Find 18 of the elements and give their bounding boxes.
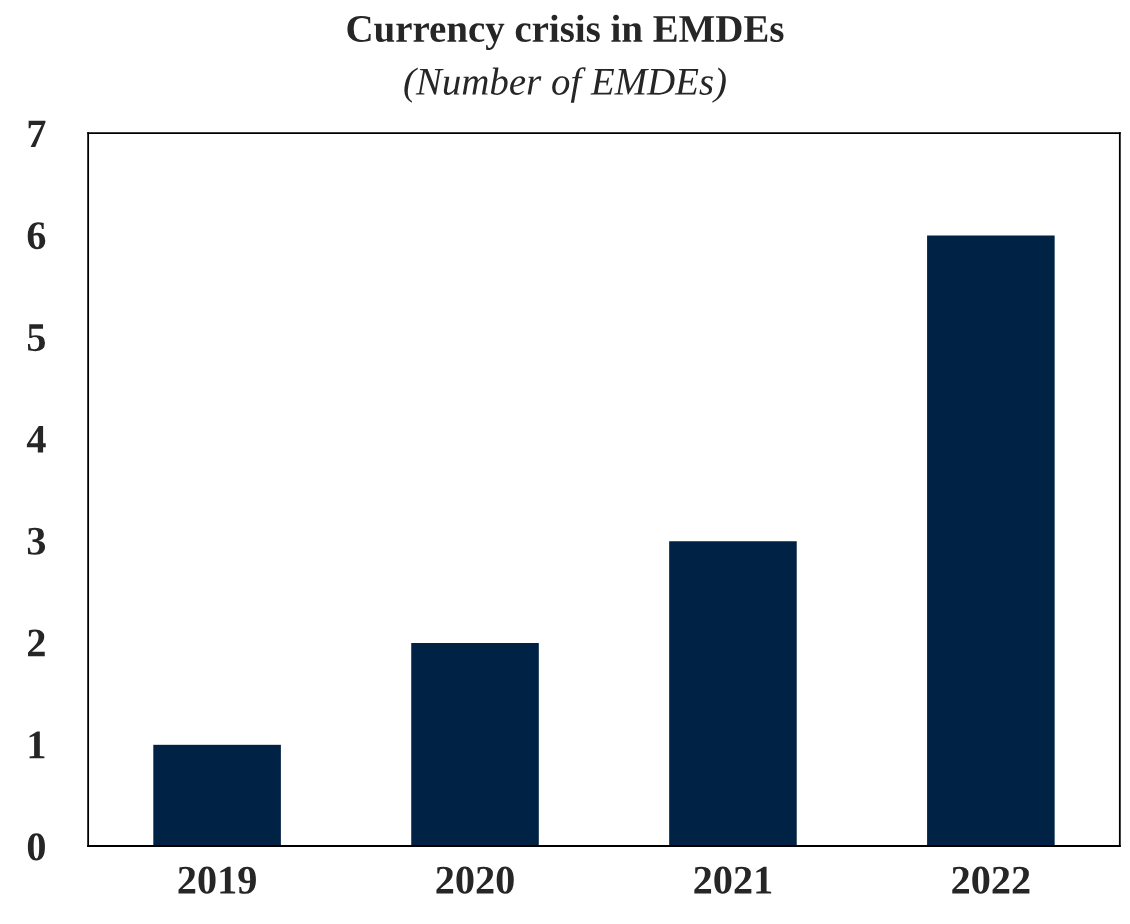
x-tick-label: 2020: [436, 866, 514, 894]
bar: [409, 641, 541, 847]
bar: [925, 234, 1057, 847]
chart-subtitle: (Number of EMDEs): [404, 67, 726, 103]
y-tick-label: 4: [26, 426, 46, 453]
x-tick-label: 2021: [694, 866, 772, 894]
y-tick-label: 0: [27, 833, 45, 861]
y-tick-label: 2: [28, 629, 45, 657]
y-tick-label: 7: [28, 120, 46, 148]
y-tick-label: 1: [29, 731, 45, 759]
bar: [667, 539, 799, 847]
bar: [151, 743, 283, 847]
y-tick-label: 3: [27, 527, 46, 555]
x-tick-label: 2019: [178, 866, 256, 894]
y-tick-label: 6: [27, 222, 46, 250]
x-tick-label: 2022: [952, 866, 1030, 894]
chart-title: Currency crisis in EMDEs: [347, 14, 784, 51]
y-tick-label: 5: [27, 324, 45, 352]
